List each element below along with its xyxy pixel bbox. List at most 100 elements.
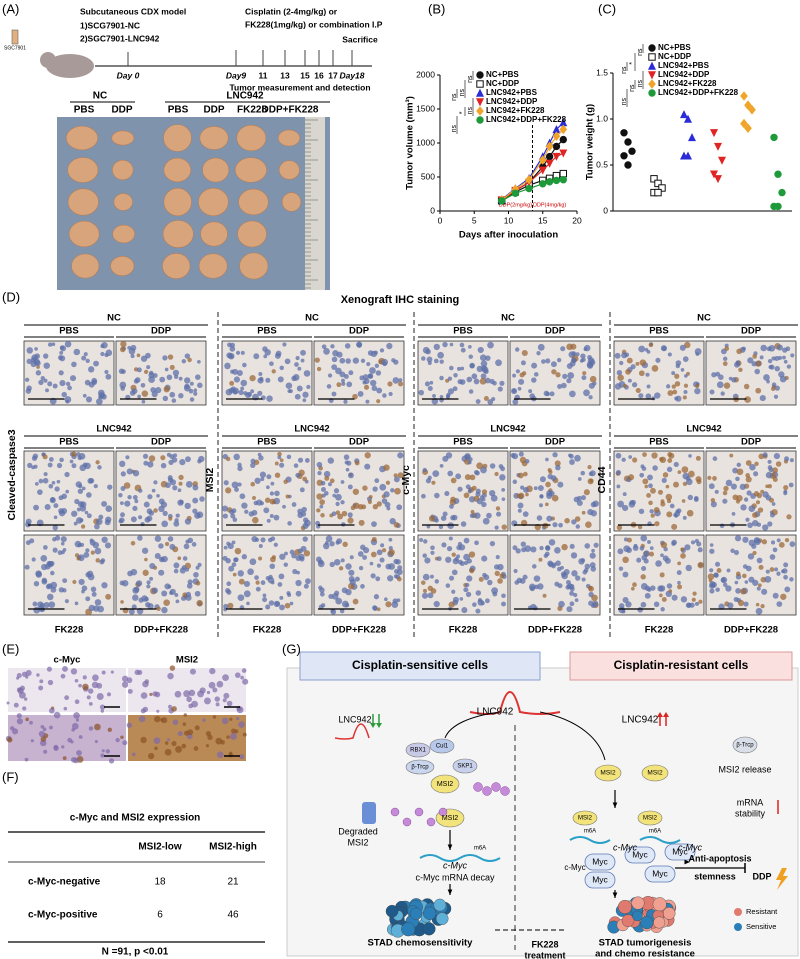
- cell: [47, 381, 53, 387]
- cell: [178, 392, 184, 399]
- cell: [512, 479, 518, 485]
- cell: [744, 580, 749, 584]
- cell: [84, 379, 91, 386]
- cell: [539, 503, 543, 508]
- cell: [43, 545, 48, 550]
- cell: [618, 566, 624, 571]
- cell: [367, 499, 372, 505]
- cell: [518, 378, 525, 385]
- cell: [16, 713, 22, 719]
- cell: [682, 515, 687, 520]
- cell: [348, 576, 355, 582]
- cell: [100, 558, 106, 563]
- cell: [648, 483, 653, 489]
- cell: [224, 362, 231, 370]
- cell: [730, 483, 737, 490]
- ihc-image: [8, 715, 126, 761]
- cell: [784, 586, 791, 593]
- cell: [323, 542, 330, 550]
- cell: [110, 670, 114, 674]
- ihc-image: [509, 450, 601, 532]
- cell: [397, 565, 403, 571]
- cell: [81, 355, 87, 361]
- label: Day 0: [117, 70, 140, 80]
- cell: [59, 380, 66, 387]
- cell: [744, 396, 751, 403]
- cell: [372, 486, 378, 492]
- node-label: c-Myc: [564, 863, 585, 872]
- cell: [543, 553, 549, 559]
- cell: [637, 524, 643, 530]
- cell: [352, 502, 360, 509]
- cell: [545, 481, 551, 488]
- cell: [341, 381, 346, 386]
- cell: [303, 370, 311, 377]
- stain-label: MSI2: [204, 468, 216, 493]
- cell: [471, 373, 478, 380]
- cell: [132, 505, 138, 511]
- cell: [382, 393, 387, 398]
- cell: [475, 399, 481, 404]
- cell: [347, 512, 353, 518]
- label: LNC942: [686, 424, 721, 435]
- label: DDP: [151, 326, 172, 337]
- cell: [460, 366, 465, 371]
- cell: [650, 585, 656, 591]
- cell: [172, 719, 179, 726]
- cell: [489, 540, 496, 547]
- label: DDP+FK228: [262, 105, 319, 116]
- cell: [6, 701, 10, 705]
- cell: [343, 399, 348, 404]
- cell: [710, 501, 717, 508]
- cell: [96, 692, 104, 700]
- cell: [730, 548, 735, 553]
- cell: [284, 358, 291, 365]
- cell: [226, 581, 232, 587]
- cell: [393, 476, 400, 483]
- cell: [465, 591, 472, 598]
- cell: [582, 371, 587, 376]
- cell: [346, 381, 353, 388]
- cell: [222, 698, 227, 703]
- cell: [232, 572, 237, 577]
- y-axis-label: Tumor volume (mm³): [405, 96, 416, 190]
- cell: [389, 518, 396, 525]
- node-label: MSI2: [647, 770, 663, 777]
- cell: [640, 601, 647, 608]
- cell: [154, 715, 161, 723]
- cell: [120, 340, 127, 348]
- cell: [265, 377, 271, 383]
- significance: ns: [467, 107, 474, 115]
- annotation: DDP(4mg/kg): [533, 202, 566, 208]
- cell: [363, 384, 370, 390]
- cell: [568, 453, 572, 458]
- stain-label: CD44: [596, 466, 608, 493]
- cell-value: 18: [154, 877, 166, 888]
- cell: [657, 585, 664, 592]
- cell: [712, 476, 717, 481]
- cell: [669, 503, 675, 509]
- cell: [780, 593, 787, 600]
- cell: [463, 537, 470, 544]
- annotation: DDP(2mg/kg): [499, 202, 532, 208]
- cell: [339, 371, 346, 378]
- panel-label: (C): [598, 1, 616, 16]
- cell: [644, 585, 651, 591]
- label: DDP: [349, 326, 370, 337]
- cell: [617, 548, 624, 555]
- cell: [169, 665, 176, 671]
- cell: [616, 370, 623, 376]
- cell: [239, 493, 246, 500]
- cell: [517, 386, 522, 391]
- cell: [130, 516, 137, 523]
- cell: [581, 375, 587, 381]
- cell: [149, 562, 156, 570]
- cell: [331, 356, 338, 363]
- cell: [668, 589, 673, 593]
- cell: [323, 470, 331, 478]
- cell: [161, 606, 168, 614]
- cell: [222, 674, 229, 682]
- cell: [195, 565, 200, 570]
- cell: [719, 523, 725, 529]
- cell: [615, 452, 622, 459]
